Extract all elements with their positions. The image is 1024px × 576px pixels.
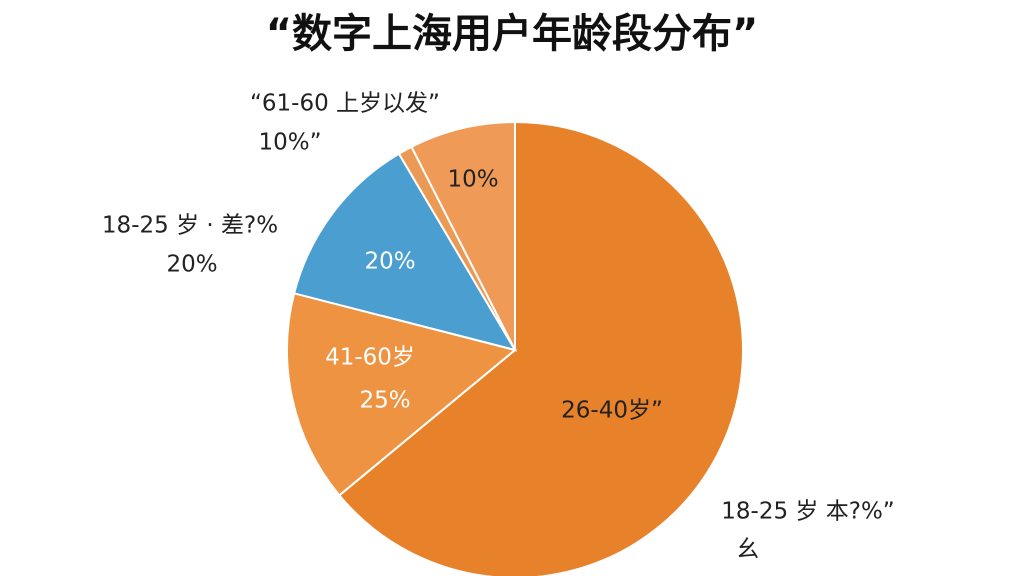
annotation: 41-60岁 (325, 345, 415, 371)
annotation: “61-60 上岁以发” (250, 91, 440, 117)
pie-slice (337, 120, 744, 576)
pie-slice (286, 292, 518, 497)
annotation: 25% (359, 388, 410, 414)
annotations: “61-60 上岁以发” 10%” 18-25 岁 · 差?% 20% 20% 10% 41… (102, 91, 895, 563)
annotation: 幺 (737, 537, 760, 563)
pie (286, 120, 744, 576)
annotation: 18-25 岁 本?%” (721, 499, 894, 525)
chart-title: “数字上海用户年龄段分布” (266, 11, 759, 57)
annotation: 10% (447, 167, 498, 193)
annotation: 10%” (258, 130, 321, 156)
annotation: 26-40岁” (561, 398, 663, 424)
annotation: 18-25 岁 · 差?% (102, 213, 278, 239)
pie-slice (292, 152, 518, 352)
pie-slice (410, 120, 516, 351)
annotation: 20% (364, 249, 415, 275)
annotation: 20% (166, 252, 217, 278)
